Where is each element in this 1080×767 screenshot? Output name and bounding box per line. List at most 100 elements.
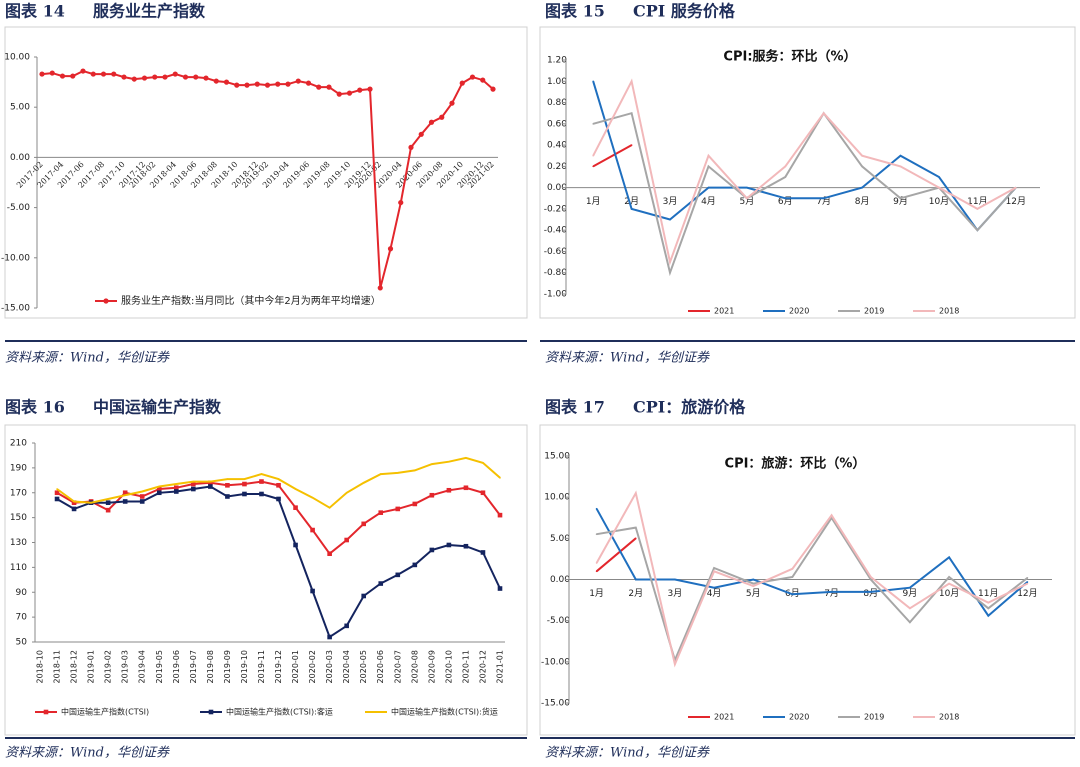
x-tick-label: 4月 xyxy=(701,196,716,207)
data-point xyxy=(634,578,637,581)
x-tick-label: 11月 xyxy=(978,588,998,599)
data-point xyxy=(746,186,748,189)
legend-label: 中国运输生产指数(CTSI):货运 xyxy=(391,707,498,717)
x-tick-label: 10月 xyxy=(929,196,949,207)
data-point xyxy=(499,477,501,479)
data-point xyxy=(830,514,833,517)
data-point xyxy=(707,186,710,189)
data-point xyxy=(861,186,863,189)
y-tick-label: 170 xyxy=(10,488,27,498)
data-point xyxy=(948,582,950,585)
figure-title: CPI 服务价格 xyxy=(633,2,736,21)
data-point xyxy=(276,496,281,502)
x-tick-label: 2020-08 xyxy=(410,650,419,683)
data-point xyxy=(49,70,55,76)
data-point xyxy=(152,74,158,80)
data-point xyxy=(226,478,229,480)
data-point xyxy=(121,74,127,80)
data-point xyxy=(861,165,863,168)
y-tick-label: 210 xyxy=(10,439,27,449)
series-line xyxy=(592,78,1017,266)
data-point xyxy=(242,491,247,497)
data-point xyxy=(54,490,60,496)
x-tick-label: 2019-02 xyxy=(104,650,113,683)
data-point xyxy=(191,481,196,487)
legend-label: 中国运输生产指数(CTSI) xyxy=(61,707,149,717)
x-tick-label: 8月 xyxy=(855,196,870,207)
data-point xyxy=(225,494,230,499)
data-point xyxy=(669,261,671,263)
y-tick-label: 150 xyxy=(10,513,27,523)
data-point xyxy=(209,480,212,483)
figure-title: CPI：旅游价格 xyxy=(633,398,746,417)
y-tick-label: 0.00 xyxy=(547,183,567,193)
y-tick-label: 1.20 xyxy=(547,56,567,66)
data-point xyxy=(791,593,794,596)
data-point xyxy=(80,68,86,74)
x-tick-label: 2019-09 xyxy=(223,650,232,683)
data-point xyxy=(311,496,314,499)
data-point xyxy=(418,131,424,137)
data-point xyxy=(398,199,404,206)
y-tick-label: -0.40 xyxy=(544,226,568,236)
data-point xyxy=(428,119,435,125)
figure-label: 图表 16 xyxy=(5,398,65,417)
data-point xyxy=(156,490,162,496)
data-point xyxy=(469,74,476,80)
y-tick-label: 0.20 xyxy=(547,162,567,172)
x-tick-label: 2020-01 xyxy=(291,650,300,683)
x-tick-label: 2019-03 xyxy=(121,650,130,683)
data-point xyxy=(412,562,418,568)
x-tick-label: 7月 xyxy=(824,588,839,599)
x-tick-label: 2019-08 xyxy=(206,650,215,683)
data-point xyxy=(276,482,281,488)
data-point xyxy=(70,73,76,79)
data-point xyxy=(243,478,246,480)
x-tick-label: 2021-01 xyxy=(496,650,505,683)
figure-label: 图表 17 xyxy=(545,398,605,417)
data-point xyxy=(480,550,486,555)
data-point xyxy=(669,271,671,274)
data-point xyxy=(987,601,990,604)
legend-label: 2020 xyxy=(789,713,809,722)
data-point xyxy=(54,496,60,502)
legend-label: 2020 xyxy=(789,307,809,316)
x-tick-label: 2月 xyxy=(628,588,643,599)
x-tick-label: 2020-09 xyxy=(427,650,436,683)
data-point xyxy=(71,500,77,505)
legend-marker xyxy=(103,298,109,304)
data-point xyxy=(361,593,367,599)
x-tick-label: 2019-11 xyxy=(257,650,266,683)
data-point xyxy=(327,634,332,640)
data-point xyxy=(141,490,144,493)
data-point xyxy=(822,197,825,200)
data-point xyxy=(976,208,979,210)
x-tick-label: 2月 xyxy=(624,196,639,207)
data-point xyxy=(497,512,503,518)
y-tick-label: 5.00 xyxy=(550,534,570,544)
data-point xyxy=(446,487,452,493)
data-point xyxy=(909,621,911,624)
y-tick-label: 10.00 xyxy=(4,53,30,63)
data-point xyxy=(39,71,45,77)
data-point xyxy=(948,576,950,578)
y-tick-label: -5.00 xyxy=(7,203,31,213)
data-point xyxy=(213,78,219,84)
data-point xyxy=(630,208,633,210)
y-tick-label: -15.00 xyxy=(541,699,570,709)
y-tick-label: 190 xyxy=(10,463,27,473)
data-point xyxy=(669,218,671,221)
legend-label: 2019 xyxy=(864,713,884,722)
data-point xyxy=(752,578,755,581)
data-point xyxy=(446,542,452,548)
x-tick-label: 2020-06 xyxy=(376,650,385,683)
x-tick-label: 9月 xyxy=(903,588,918,599)
x-tick-label: 2018-11 xyxy=(53,650,62,683)
x-tick-label: 2020-11 xyxy=(461,650,470,683)
data-point xyxy=(414,469,416,472)
data-point xyxy=(379,473,382,475)
data-point xyxy=(173,489,179,494)
data-point xyxy=(713,570,715,573)
data-point xyxy=(909,586,911,589)
data-point xyxy=(203,75,209,81)
